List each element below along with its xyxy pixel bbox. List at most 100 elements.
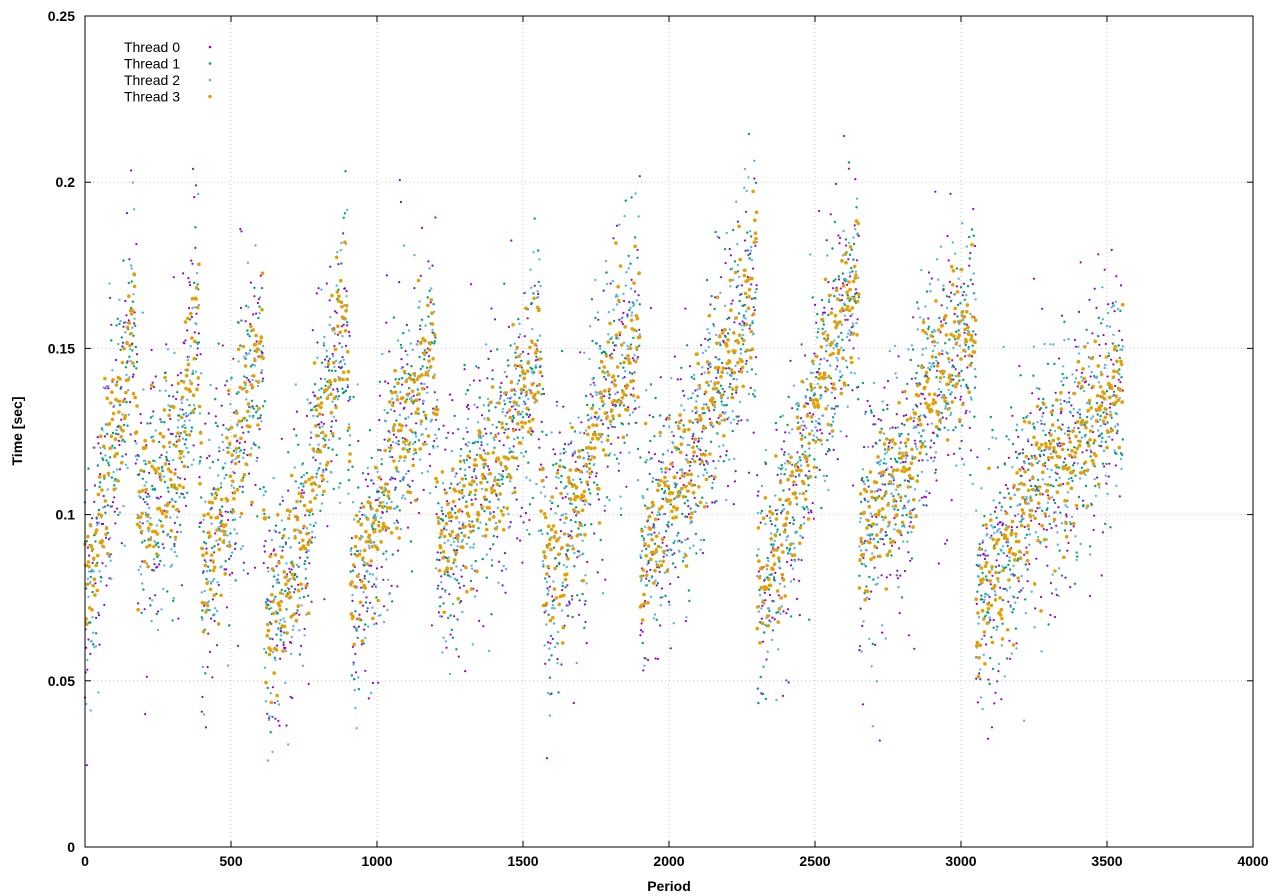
data-point: [122, 423, 126, 427]
data-point: [816, 429, 819, 432]
data-point: [336, 387, 339, 391]
data-point: [775, 428, 778, 431]
data-point: [546, 593, 549, 596]
data-point: [429, 420, 432, 423]
data-point: [417, 511, 421, 515]
data-point: [507, 325, 511, 328]
data-point: [367, 697, 370, 700]
data-point: [118, 298, 121, 301]
data-point: [587, 488, 591, 491]
data-point: [271, 750, 274, 754]
data-point: [768, 593, 772, 597]
data-point: [881, 624, 884, 627]
data-point: [577, 416, 580, 419]
data-point: [816, 370, 820, 374]
data-point: [357, 486, 360, 489]
data-point: [966, 386, 969, 389]
data-point: [496, 506, 500, 509]
data-point: [124, 331, 127, 334]
data-point: [115, 380, 119, 383]
data-point: [135, 353, 139, 356]
data-point: [1101, 436, 1104, 440]
data-point: [1023, 553, 1026, 556]
data-point: [606, 465, 609, 468]
data-point: [709, 440, 713, 443]
data-point: [341, 356, 344, 359]
data-point: [840, 323, 844, 326]
data-point: [718, 341, 721, 344]
data-point: [1084, 484, 1088, 488]
data-point: [671, 553, 674, 556]
data-point: [428, 267, 431, 270]
data-point: [818, 209, 821, 213]
data-point: [578, 599, 581, 602]
data-point: [282, 617, 285, 620]
data-point: [165, 455, 168, 459]
data-point: [273, 656, 276, 659]
data-point: [845, 435, 848, 438]
data-point: [688, 469, 691, 472]
data-point: [275, 565, 278, 568]
data-point: [202, 530, 205, 533]
data-point: [363, 577, 366, 580]
data-point: [812, 438, 815, 442]
data-point: [244, 357, 247, 360]
data-point: [743, 322, 746, 325]
data-point: [753, 177, 756, 180]
data-point: [599, 538, 602, 542]
data-point: [866, 445, 870, 449]
data-point: [200, 372, 203, 375]
data-point: [256, 409, 259, 413]
data-point: [137, 454, 140, 458]
data-point: [891, 544, 894, 547]
data-point: [917, 459, 921, 462]
data-point: [969, 278, 973, 281]
data-point: [449, 633, 452, 636]
data-point: [517, 379, 521, 382]
data-point: [392, 401, 395, 404]
data-point: [280, 630, 283, 633]
data-point: [899, 574, 902, 577]
data-point: [553, 557, 557, 560]
data-point: [1067, 541, 1070, 545]
data-point: [475, 365, 478, 368]
data-point: [254, 244, 257, 247]
data-point: [405, 323, 408, 327]
data-point: [660, 587, 664, 590]
data-point: [817, 327, 820, 331]
data-point: [827, 298, 831, 301]
data-point: [701, 551, 705, 555]
data-point: [961, 457, 964, 460]
data-point: [521, 561, 524, 564]
data-point: [823, 479, 827, 482]
data-point: [242, 561, 245, 564]
data-point: [85, 702, 88, 706]
data-point: [352, 661, 355, 664]
data-point: [783, 451, 786, 454]
data-point: [681, 560, 685, 563]
data-point: [302, 595, 306, 599]
data-point: [473, 441, 476, 444]
data-point: [311, 530, 314, 533]
data-point: [184, 438, 188, 441]
data-point: [827, 300, 831, 303]
data-point: [258, 428, 261, 431]
data-point: [761, 692, 765, 696]
data-point: [238, 441, 241, 444]
data-point: [279, 657, 282, 660]
data-point: [255, 459, 258, 463]
data-point: [895, 413, 898, 416]
data-point: [653, 453, 657, 456]
data-point: [552, 463, 555, 467]
data-point: [300, 604, 303, 607]
data-point: [780, 605, 783, 608]
data-point: [824, 386, 827, 389]
data-point: [104, 511, 107, 514]
data-point: [950, 291, 953, 294]
data-point: [582, 552, 585, 555]
data-point: [639, 634, 642, 637]
data-point: [478, 396, 481, 399]
data-point: [802, 522, 806, 525]
data-point: [461, 538, 464, 542]
data-point: [145, 481, 148, 484]
